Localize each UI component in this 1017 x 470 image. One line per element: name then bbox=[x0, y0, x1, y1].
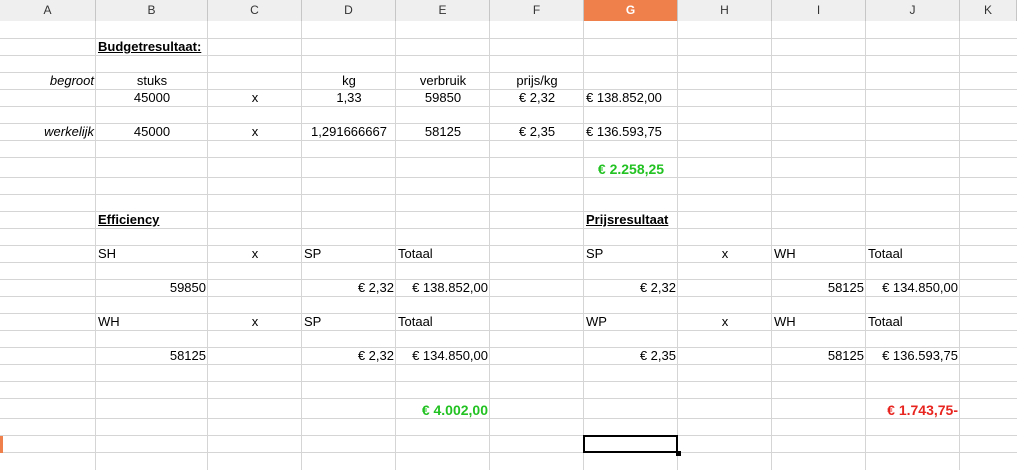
cell-eff2-value-totaal[interactable]: € 134.850,00 bbox=[412, 348, 488, 363]
cell-prijs2-x[interactable]: x bbox=[721, 314, 729, 329]
cell-grid[interactable] bbox=[0, 21, 1017, 470]
column-header-h[interactable]: H bbox=[678, 0, 772, 21]
cell-werkelijk-prijs[interactable]: € 2,35 bbox=[518, 124, 556, 139]
column-header-f[interactable]: F bbox=[490, 0, 584, 21]
gridline bbox=[0, 55, 1017, 56]
column-header-e[interactable]: E bbox=[396, 0, 490, 21]
cell-begroot-kg[interactable]: 1,33 bbox=[336, 90, 362, 105]
cell-prijs2-value-totaal[interactable]: € 136.593,75 bbox=[882, 348, 958, 363]
cell-eff1-value-sh[interactable]: 59850 bbox=[169, 280, 206, 295]
cell-eff2-value-wh[interactable]: 58125 bbox=[169, 348, 206, 363]
gridline bbox=[0, 262, 1017, 263]
cell-begroot-x[interactable]: x bbox=[251, 90, 259, 105]
autofill-handle[interactable] bbox=[676, 451, 681, 456]
gridline bbox=[0, 364, 1017, 365]
column-header-i[interactable]: I bbox=[772, 0, 866, 21]
gridline bbox=[0, 313, 1017, 314]
gridline bbox=[0, 228, 1017, 229]
cell-werkelijk-x[interactable]: x bbox=[251, 124, 259, 139]
cell-werkelijk-kg[interactable]: 1,291666667 bbox=[311, 124, 387, 139]
cell-eff1-value-sp[interactable]: € 2,32 bbox=[357, 280, 394, 295]
gridline bbox=[0, 123, 1017, 124]
cell-prijs2-value-wh[interactable]: 58125 bbox=[827, 348, 864, 363]
gridline bbox=[0, 106, 1017, 107]
column-header-c[interactable]: C bbox=[208, 0, 302, 21]
cell-eff2-wh[interactable]: WH bbox=[98, 314, 120, 329]
column-header-g[interactable]: G bbox=[584, 0, 678, 21]
cell-prijs1-value-totaal[interactable]: € 134.850,00 bbox=[882, 280, 958, 295]
cell-eff1-value-totaal[interactable]: € 138.852,00 bbox=[412, 280, 488, 295]
gridline bbox=[0, 177, 1017, 178]
cell-begroot-verbruik[interactable]: 59850 bbox=[424, 90, 462, 105]
gridline bbox=[0, 381, 1017, 382]
cell-werkelijk-verbruik[interactable]: 58125 bbox=[424, 124, 462, 139]
cell-header-verbruik[interactable]: verbruik bbox=[419, 73, 467, 88]
column-header-row: A B C D E F G H I J K bbox=[0, 0, 1017, 21]
column-header-d[interactable]: D bbox=[302, 0, 396, 21]
gridline bbox=[0, 418, 1017, 419]
active-row-marker bbox=[0, 436, 3, 453]
gridline bbox=[0, 194, 1017, 195]
cell-budget-title[interactable]: Budgetresultaat: bbox=[98, 39, 202, 54]
column-header-a[interactable]: A bbox=[0, 0, 96, 21]
gridline bbox=[0, 435, 1017, 436]
gridline bbox=[0, 452, 1017, 453]
gridline bbox=[0, 140, 1017, 141]
column-header-j[interactable]: J bbox=[866, 0, 960, 21]
cell-begroot-stuks[interactable]: 45000 bbox=[133, 90, 171, 105]
cell-eff1-sh[interactable]: SH bbox=[98, 246, 117, 261]
cell-eff2-x[interactable]: x bbox=[251, 314, 259, 329]
cell-header-stuks[interactable]: stuks bbox=[136, 73, 168, 88]
cell-prijs2-totaal[interactable]: Totaal bbox=[868, 314, 903, 329]
cell-efficiency-result[interactable]: € 4.002,00 bbox=[421, 402, 488, 418]
cell-begroot-totaal[interactable]: € 138.852,00 bbox=[586, 90, 662, 105]
gridline bbox=[0, 157, 1017, 158]
cell-prijs-result[interactable]: € 1.743,75- bbox=[887, 402, 958, 418]
gridline bbox=[0, 72, 1017, 73]
cell-prijs2-wp[interactable]: WP bbox=[586, 314, 607, 329]
gridline bbox=[0, 245, 1017, 246]
cell-prijs1-sp[interactable]: SP bbox=[586, 246, 604, 261]
gridline bbox=[0, 296, 1017, 297]
cell-eff1-x[interactable]: x bbox=[251, 246, 259, 261]
cell-header-kg[interactable]: kg bbox=[342, 73, 356, 88]
cell-efficiency-title[interactable]: Efficiency bbox=[98, 212, 160, 227]
cell-eff2-sp[interactable]: SP bbox=[304, 314, 322, 329]
gridline bbox=[0, 38, 1017, 39]
cell-prijs2-value-wp[interactable]: € 2,35 bbox=[639, 348, 676, 363]
cell-prijs1-value-wh[interactable]: 58125 bbox=[827, 280, 864, 295]
cell-prijs1-x[interactable]: x bbox=[721, 246, 729, 261]
gridline bbox=[0, 89, 1017, 90]
gridline bbox=[0, 398, 1017, 399]
cell-eff2-value-sp[interactable]: € 2,32 bbox=[357, 348, 394, 363]
cell-werkelijk-totaal[interactable]: € 136.593,75 bbox=[586, 124, 662, 139]
gridline bbox=[0, 279, 1017, 280]
gridline bbox=[0, 347, 1017, 348]
gridline bbox=[0, 330, 1017, 331]
column-header-k[interactable]: K bbox=[960, 0, 1017, 21]
cell-prijs1-totaal[interactable]: Totaal bbox=[868, 246, 903, 261]
cell-eff1-totaal[interactable]: Totaal bbox=[398, 246, 433, 261]
column-header-b[interactable]: B bbox=[96, 0, 208, 21]
cell-werkelijk-stuks[interactable]: 45000 bbox=[133, 124, 171, 139]
cell-werkelijk-label[interactable]: werkelijk bbox=[44, 124, 94, 139]
cell-begroot-label[interactable]: begroot bbox=[49, 73, 94, 88]
cell-eff1-sp[interactable]: SP bbox=[304, 246, 322, 261]
cell-eff2-totaal[interactable]: Totaal bbox=[398, 314, 433, 329]
gridline bbox=[0, 211, 1017, 212]
cell-header-prijskg[interactable]: prijs/kg bbox=[516, 73, 558, 88]
cell-prijsresultaat-title[interactable]: Prijsresultaat bbox=[586, 212, 669, 227]
cell-budget-result[interactable]: € 2.258,25 bbox=[597, 161, 665, 177]
cell-prijs1-value-sp[interactable]: € 2,32 bbox=[639, 280, 676, 295]
cell-prijs1-wh[interactable]: WH bbox=[774, 246, 796, 261]
selected-cell-cursor[interactable] bbox=[583, 435, 678, 453]
cell-begroot-prijs[interactable]: € 2,32 bbox=[518, 90, 556, 105]
cell-prijs2-wh[interactable]: WH bbox=[774, 314, 796, 329]
